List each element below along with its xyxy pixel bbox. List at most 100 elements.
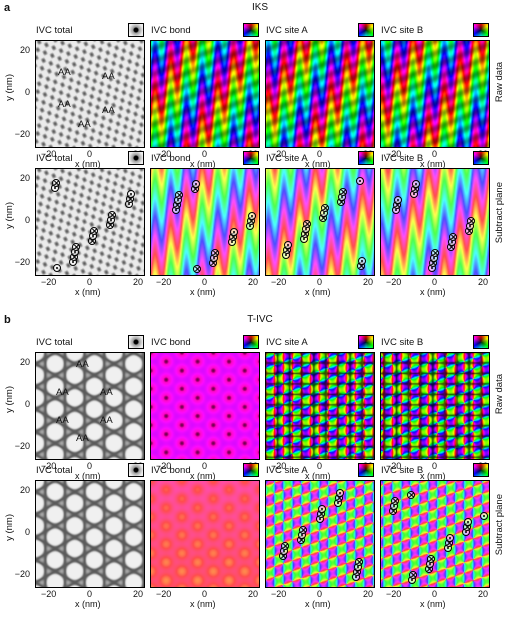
phase-colorwheel-legend bbox=[473, 335, 489, 349]
phase-colorwheel-legend bbox=[243, 335, 259, 349]
phase-colorwheel-legend bbox=[473, 23, 489, 37]
y-axis-label: y (nm) bbox=[4, 386, 15, 413]
map-panel bbox=[150, 40, 260, 148]
y-axis-label: y (nm) bbox=[4, 202, 15, 229]
antivortex-marker bbox=[299, 526, 307, 534]
map-panel bbox=[380, 168, 490, 276]
aa-label: AA bbox=[76, 359, 89, 370]
panel-title: IVC total bbox=[36, 337, 73, 348]
x-tick-label: −20 bbox=[386, 277, 402, 287]
phase-colorwheel-legend bbox=[243, 23, 259, 37]
aa-label: AA bbox=[58, 67, 71, 78]
y-tick-label: 0 bbox=[24, 87, 30, 97]
map-panel bbox=[380, 40, 490, 148]
aa-label: AA bbox=[78, 119, 91, 130]
vortex-marker bbox=[356, 177, 364, 185]
panel-title: IVC bond bbox=[151, 25, 191, 36]
x-tick-label: 0 bbox=[87, 589, 93, 599]
x-tick-label: 20 bbox=[248, 589, 259, 599]
x-tick-label: 20 bbox=[248, 277, 259, 287]
map-panel bbox=[265, 40, 375, 148]
y-tick-label: 20 bbox=[19, 357, 30, 367]
phase-colorwheel-legend bbox=[243, 151, 259, 165]
panel-title: IVC site B bbox=[381, 465, 424, 476]
y-tick-label: −20 bbox=[14, 569, 30, 579]
map-image bbox=[151, 41, 259, 147]
x-tick-label: 0 bbox=[432, 277, 438, 287]
vortex-marker bbox=[318, 505, 326, 513]
x-tick-label: −20 bbox=[156, 149, 172, 159]
map-panel bbox=[380, 352, 490, 460]
aa-label: AA bbox=[58, 99, 71, 110]
panel-title: IVC bond bbox=[151, 465, 191, 476]
x-tick-label: 20 bbox=[363, 589, 374, 599]
y-tick-label: 0 bbox=[24, 399, 30, 409]
x-tick-label: 0 bbox=[317, 589, 323, 599]
x-axis-label: x (nm) bbox=[75, 159, 101, 169]
phase-colorwheel-legend bbox=[473, 463, 489, 477]
x-tick-label: 20 bbox=[478, 277, 489, 287]
map-panel: AA AA AA AA AA AA bbox=[35, 352, 145, 460]
x-axis-label: x (nm) bbox=[420, 471, 446, 481]
panel-title: IVC site A bbox=[266, 153, 308, 164]
phase-colorwheel-legend bbox=[358, 335, 374, 349]
antivortex-marker bbox=[303, 220, 311, 228]
x-tick-label: 0 bbox=[202, 149, 208, 159]
panel-title: IVC site A bbox=[266, 465, 308, 476]
panel-title: IVC total bbox=[36, 25, 73, 36]
map-image bbox=[151, 353, 259, 459]
x-tick-label: 20 bbox=[478, 589, 489, 599]
x-tick-label: 20 bbox=[133, 589, 144, 599]
antivortex-marker bbox=[467, 217, 475, 225]
vortex-marker bbox=[412, 180, 420, 188]
x-tick-label: −20 bbox=[386, 461, 402, 471]
section-title: IKS bbox=[251, 2, 269, 13]
vortex-marker bbox=[284, 241, 292, 249]
x-tick-label: −20 bbox=[156, 589, 172, 599]
x-axis-label: x (nm) bbox=[420, 599, 446, 609]
section-title: T-IVC bbox=[247, 314, 273, 325]
vortex-marker bbox=[230, 228, 238, 236]
phase-colorwheel-legend bbox=[358, 463, 374, 477]
map-image bbox=[381, 41, 489, 147]
antivortex-marker bbox=[90, 227, 98, 235]
panel-title: IVC site A bbox=[266, 25, 308, 36]
x-tick-label: −20 bbox=[386, 589, 402, 599]
vortex-marker bbox=[446, 534, 454, 542]
map-panel bbox=[265, 480, 375, 588]
map-panel bbox=[150, 480, 260, 588]
panel-title: IVC site B bbox=[381, 153, 424, 164]
vortex-marker bbox=[53, 264, 61, 272]
aa-label: AA bbox=[102, 71, 115, 82]
antivortex-marker bbox=[339, 188, 347, 196]
map-image bbox=[151, 169, 259, 275]
vortex-marker bbox=[248, 212, 256, 220]
aa-label: AA bbox=[102, 105, 115, 116]
map-panel bbox=[265, 168, 375, 276]
y-tick-label: −20 bbox=[14, 257, 30, 267]
map-panel bbox=[35, 480, 145, 588]
aa-label: AA bbox=[56, 415, 69, 426]
antivortex-marker bbox=[175, 191, 183, 199]
aa-label: AA bbox=[56, 387, 69, 398]
y-tick-label: 0 bbox=[24, 215, 30, 225]
x-tick-label: −20 bbox=[271, 277, 287, 287]
antivortex-marker bbox=[427, 555, 435, 563]
map-image bbox=[266, 353, 374, 459]
map-panel bbox=[150, 352, 260, 460]
row-label: Raw data bbox=[494, 62, 505, 103]
x-tick-label: −20 bbox=[271, 589, 287, 599]
y-axis-label: y (nm) bbox=[4, 74, 15, 101]
x-axis-label: x (nm) bbox=[190, 159, 216, 169]
grayscale-legend bbox=[128, 463, 144, 477]
x-tick-label: −20 bbox=[156, 461, 172, 471]
vortex-marker bbox=[336, 489, 344, 497]
antivortex-marker bbox=[281, 542, 289, 550]
x-axis-label: x (nm) bbox=[305, 471, 331, 481]
y-tick-label: 20 bbox=[19, 45, 30, 55]
panel-title: IVC site B bbox=[381, 25, 424, 36]
antivortex-marker bbox=[321, 204, 329, 212]
phase-colorwheel-legend bbox=[358, 151, 374, 165]
map-image bbox=[36, 41, 144, 147]
x-axis-label: x (nm) bbox=[190, 599, 216, 609]
